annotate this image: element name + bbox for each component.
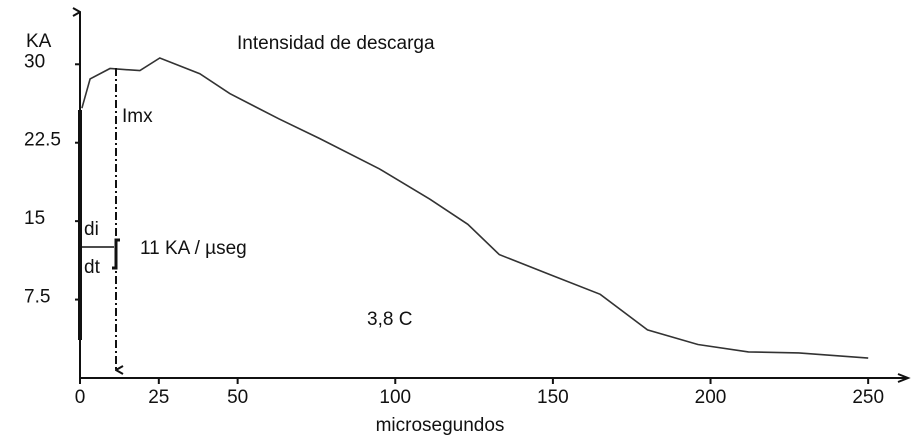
y-tick-label: 7.5 [24,287,50,308]
annotation: dt [84,257,101,278]
di-dt-bracket [112,238,120,270]
x-axis-arrow [897,373,911,383]
chart-title: Intensidad de descarga [237,33,435,54]
y-tick-label: 22.5 [24,130,61,151]
x-tick-label: 25 [148,387,169,408]
annotation: 3,8 C [367,309,412,330]
x-tick-label: 250 [852,387,884,408]
annotation: di [84,219,99,240]
x-tick-label: 200 [695,387,727,408]
x-tick-label: 150 [537,387,569,408]
annotation: Imx [122,106,153,127]
discharge-curve [81,57,869,359]
y-tick-label: 30 [24,51,45,72]
y-axis-label: KA [26,31,52,52]
x-tick-label: 0 [75,387,86,408]
x-tick-label: 50 [227,387,248,408]
annotation: 11 KA / µseg [140,238,247,259]
x-axis-label: microsegundos [376,415,505,436]
x-tick-label: 100 [379,387,411,408]
y-tick-label: 15 [24,208,45,229]
